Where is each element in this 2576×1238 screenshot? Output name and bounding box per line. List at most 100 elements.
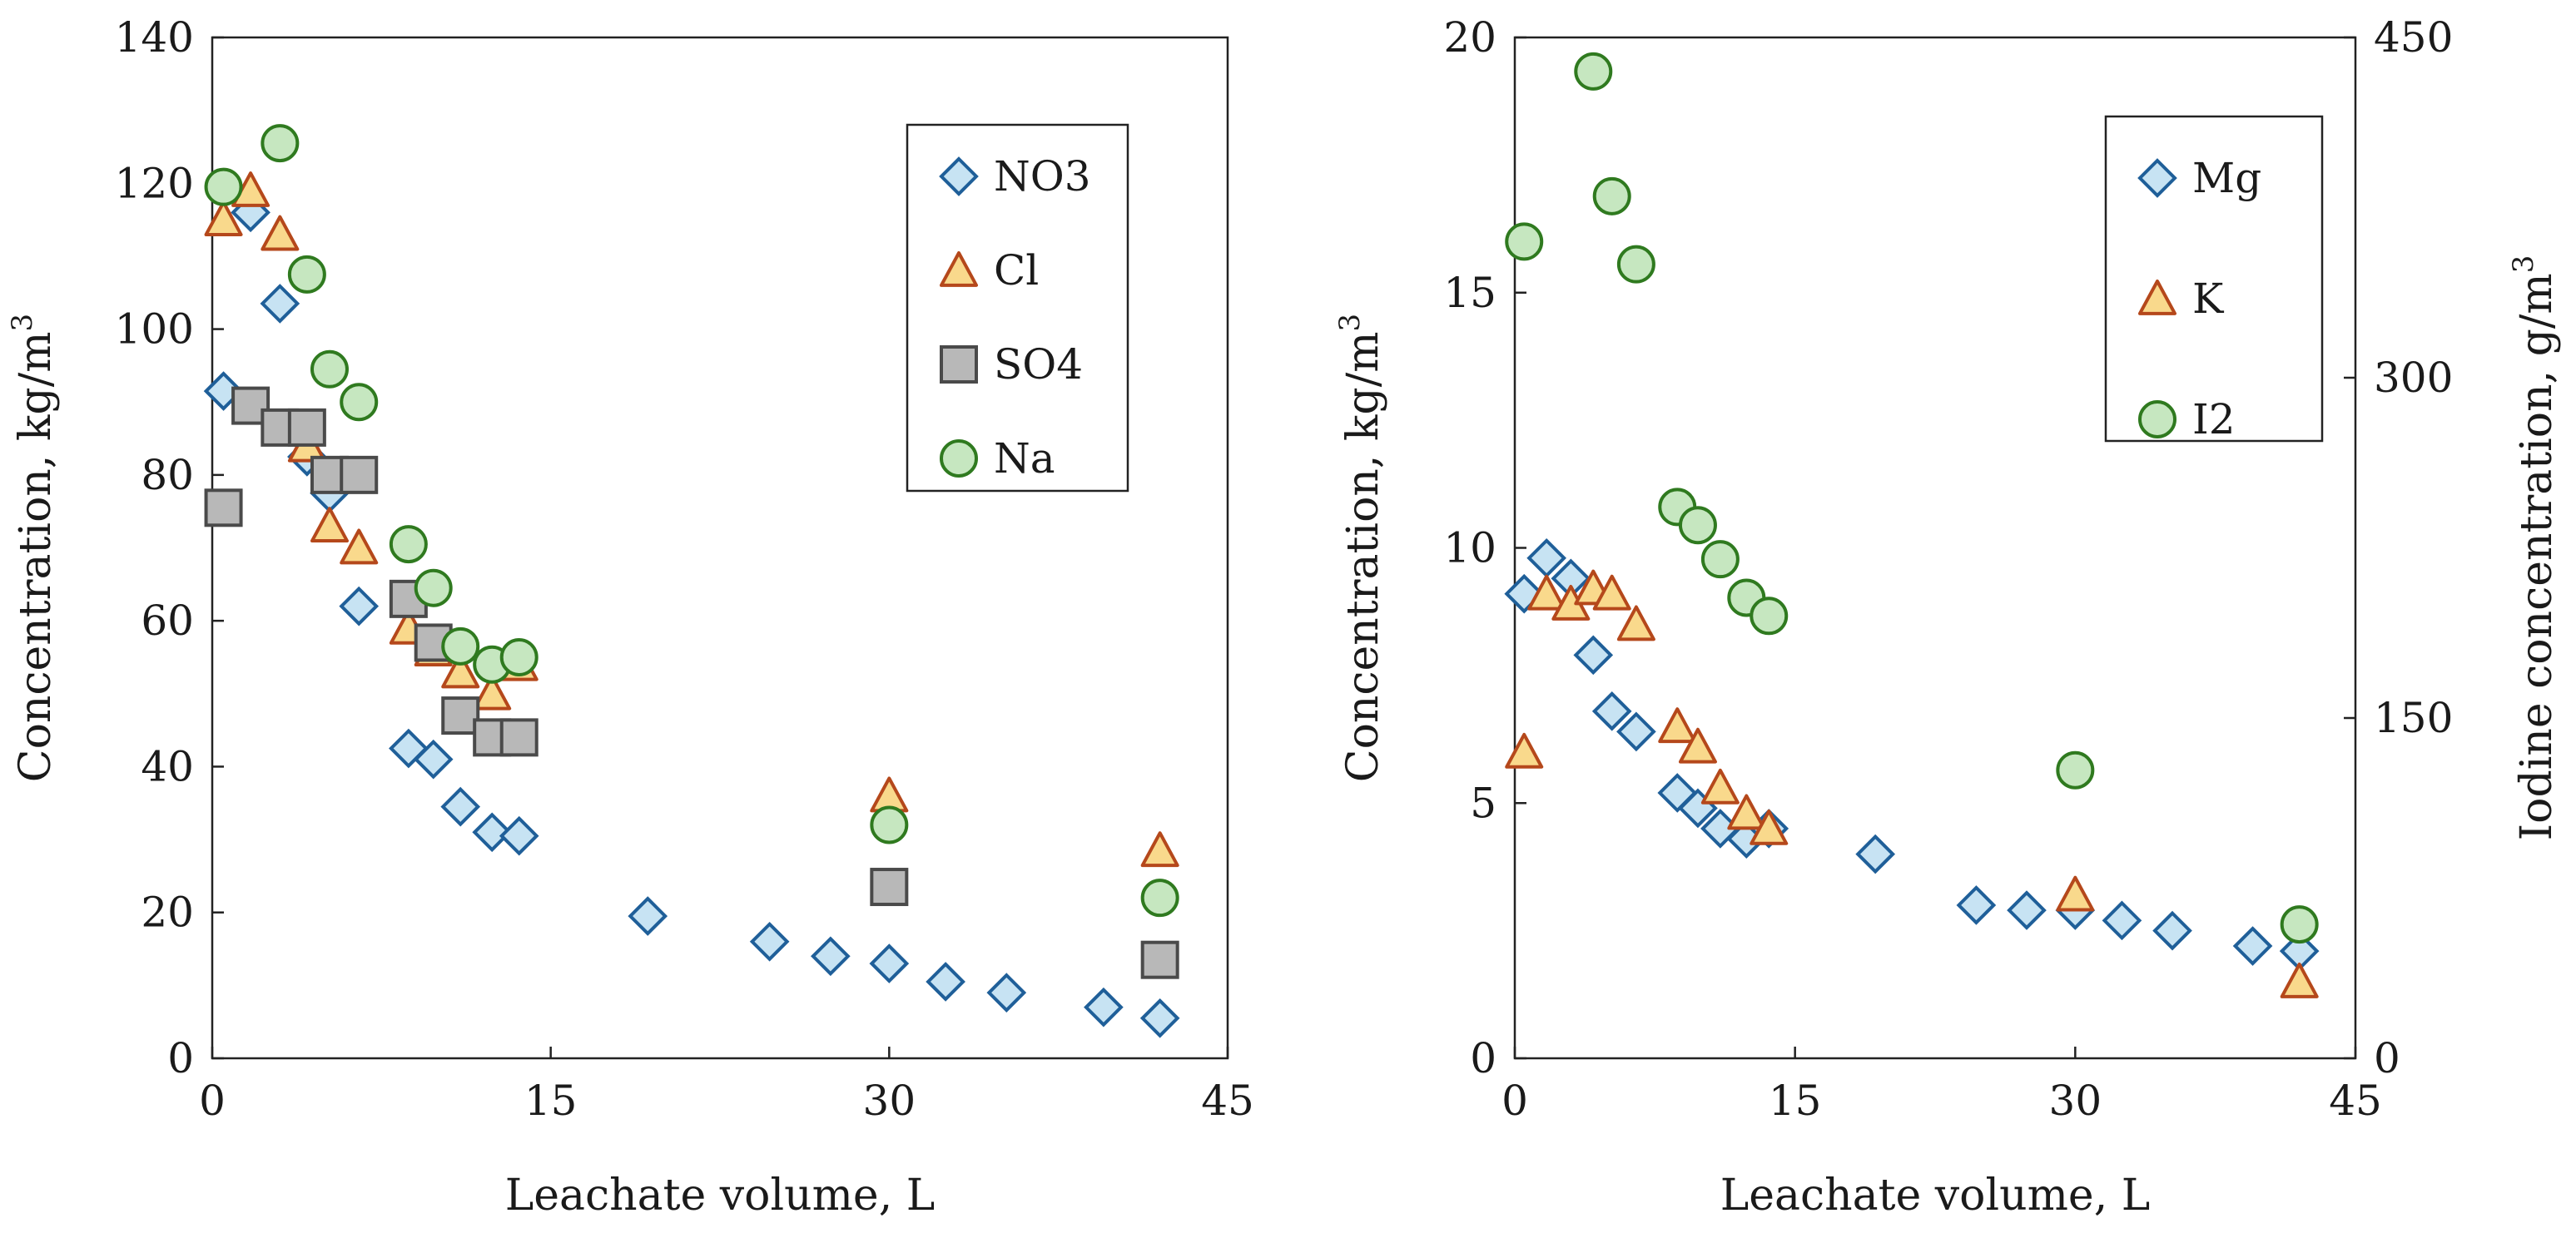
- y-tick-label: 10: [1443, 524, 1496, 572]
- y-tick-label: 80: [141, 451, 194, 499]
- x-tick-label: 45: [2329, 1077, 2382, 1125]
- data-point-Na: [441, 626, 480, 666]
- data-point-Cl: [441, 652, 480, 689]
- data-point-I2: [1678, 506, 1717, 545]
- data-point-Mg: [1573, 635, 1614, 676]
- plot-area: [211, 36, 1229, 1060]
- data-point-K: [1658, 707, 1697, 744]
- data-point-I2: [1592, 176, 1631, 215]
- data-point-I2: [1616, 245, 1655, 284]
- data-point-SO4: [204, 488, 243, 527]
- y2-axis-title-sup: 3: [2507, 255, 2540, 274]
- y-axis-title-text: Concentration, kg/m: [11, 331, 61, 782]
- left-panel: 0 15 30 45 0 20 40 60 80 100 120 140 Leachate volume…: [6, 13, 1254, 1221]
- x-tick-label: 15: [1769, 1077, 1822, 1125]
- data-point-NO3: [472, 812, 513, 853]
- data-point-NO3: [440, 786, 481, 827]
- y-tick-label: 100: [115, 305, 194, 354]
- x-tick-label: 0: [1501, 1077, 1528, 1125]
- legend: NO3 Cl SO4 Na: [906, 123, 1129, 493]
- y-axis-title: Concentration, kg/m3: [6, 314, 61, 782]
- data-point-I2: [1700, 540, 1740, 579]
- data-point-SO4: [870, 868, 909, 907]
- y-tick-label: 20: [141, 889, 194, 937]
- y-axis-title: Concentration, kg/m3: [1333, 314, 1388, 782]
- data-point-Na: [340, 383, 379, 422]
- y-tick-label: 0: [167, 1034, 194, 1082]
- legend-label-I2: I2: [2192, 395, 2236, 443]
- data-point-K: [1616, 605, 1655, 641]
- legend-marker-Na: [940, 439, 978, 478]
- data-point-Na: [1140, 879, 1179, 918]
- data-point-NO3: [339, 586, 380, 626]
- data-point-NO3: [260, 284, 300, 324]
- data-point-Mg: [1591, 691, 1632, 731]
- x-tick-label: 45: [1201, 1077, 1254, 1125]
- legend-label-NO3: NO3: [994, 152, 1091, 201]
- data-point-Mg: [1956, 885, 1997, 925]
- x-tick-label: 30: [2049, 1077, 2102, 1125]
- legend: Mg K I2: [2104, 115, 2324, 443]
- data-point-SO4: [287, 408, 326, 447]
- x-tick-label: 30: [863, 1077, 916, 1125]
- data-point-Na: [870, 805, 909, 844]
- legend-marker-SO4: [940, 345, 978, 384]
- data-point-K: [2280, 962, 2319, 998]
- data-point-Na: [389, 525, 428, 564]
- data-point-NO3: [986, 973, 1027, 1013]
- data-point-SO4: [441, 696, 480, 735]
- data-point-NO3: [811, 936, 851, 977]
- legend-marker-NO3: [939, 156, 979, 196]
- series-Na: [204, 124, 1179, 918]
- data-point-Mg: [2152, 910, 2192, 951]
- y2-tick-label: 0: [2374, 1034, 2400, 1082]
- legend-label-SO4: SO4: [994, 340, 1083, 389]
- data-point-Na: [414, 568, 453, 607]
- legend-box: [2104, 115, 2324, 443]
- data-point-Na: [310, 349, 349, 389]
- data-point-Cl: [473, 674, 512, 711]
- data-point-Na: [261, 124, 300, 163]
- legend-box: [906, 123, 1129, 493]
- x-axis-title: Leachate volume, L: [505, 1171, 936, 1221]
- data-point-Mg: [2007, 890, 2047, 930]
- data-point-NO3: [1084, 987, 1124, 1028]
- y2-axis-title-text: Iodine concentration, g/m: [2512, 273, 2562, 840]
- data-point-K: [1750, 809, 1789, 845]
- data-point-SO4: [340, 455, 379, 494]
- data-point-I2: [1574, 52, 1613, 91]
- y-tick-label: 140: [115, 13, 194, 62]
- data-point-NO3: [869, 943, 910, 983]
- y-tick-label: 15: [1443, 269, 1496, 317]
- x-tick-label: 0: [199, 1077, 226, 1125]
- x-tick-label: 15: [524, 1077, 578, 1125]
- data-point-Na: [204, 167, 243, 206]
- data-point-Na: [287, 255, 326, 294]
- y-tick-label: 5: [1470, 779, 1496, 827]
- y2-axis-title: Iodine concentration, g/m3: [2507, 255, 2562, 841]
- data-point-Cl: [204, 201, 243, 236]
- legend-marker-Cl: [940, 251, 978, 287]
- data-point-NO3: [749, 921, 790, 962]
- data-point-Cl: [340, 528, 379, 565]
- y-tick-label: 40: [141, 742, 194, 790]
- y-tick-label: 60: [141, 597, 194, 645]
- data-point-Mg: [1616, 711, 1656, 752]
- y-tick-label: 120: [115, 159, 194, 207]
- legend-label-Na: Na: [994, 434, 1055, 483]
- data-point-Cl: [261, 215, 300, 251]
- legend-marker-I2: [2138, 400, 2176, 438]
- y-tick-label: 20: [1443, 13, 1496, 62]
- data-point-K: [1505, 732, 1544, 769]
- y2-tick-label: 300: [2374, 354, 2453, 402]
- data-point-Na: [499, 637, 539, 676]
- data-point-Mg: [2232, 926, 2273, 966]
- y2-tick-label: 150: [2374, 694, 2453, 742]
- data-point-Cl: [870, 776, 909, 813]
- y-axis-title-text: Concentration, kg/m: [1338, 331, 1388, 782]
- data-point-Mg: [1855, 834, 1896, 874]
- data-point-K: [1700, 768, 1740, 805]
- series-I2: [1505, 52, 2319, 944]
- data-point-NO3: [499, 815, 539, 856]
